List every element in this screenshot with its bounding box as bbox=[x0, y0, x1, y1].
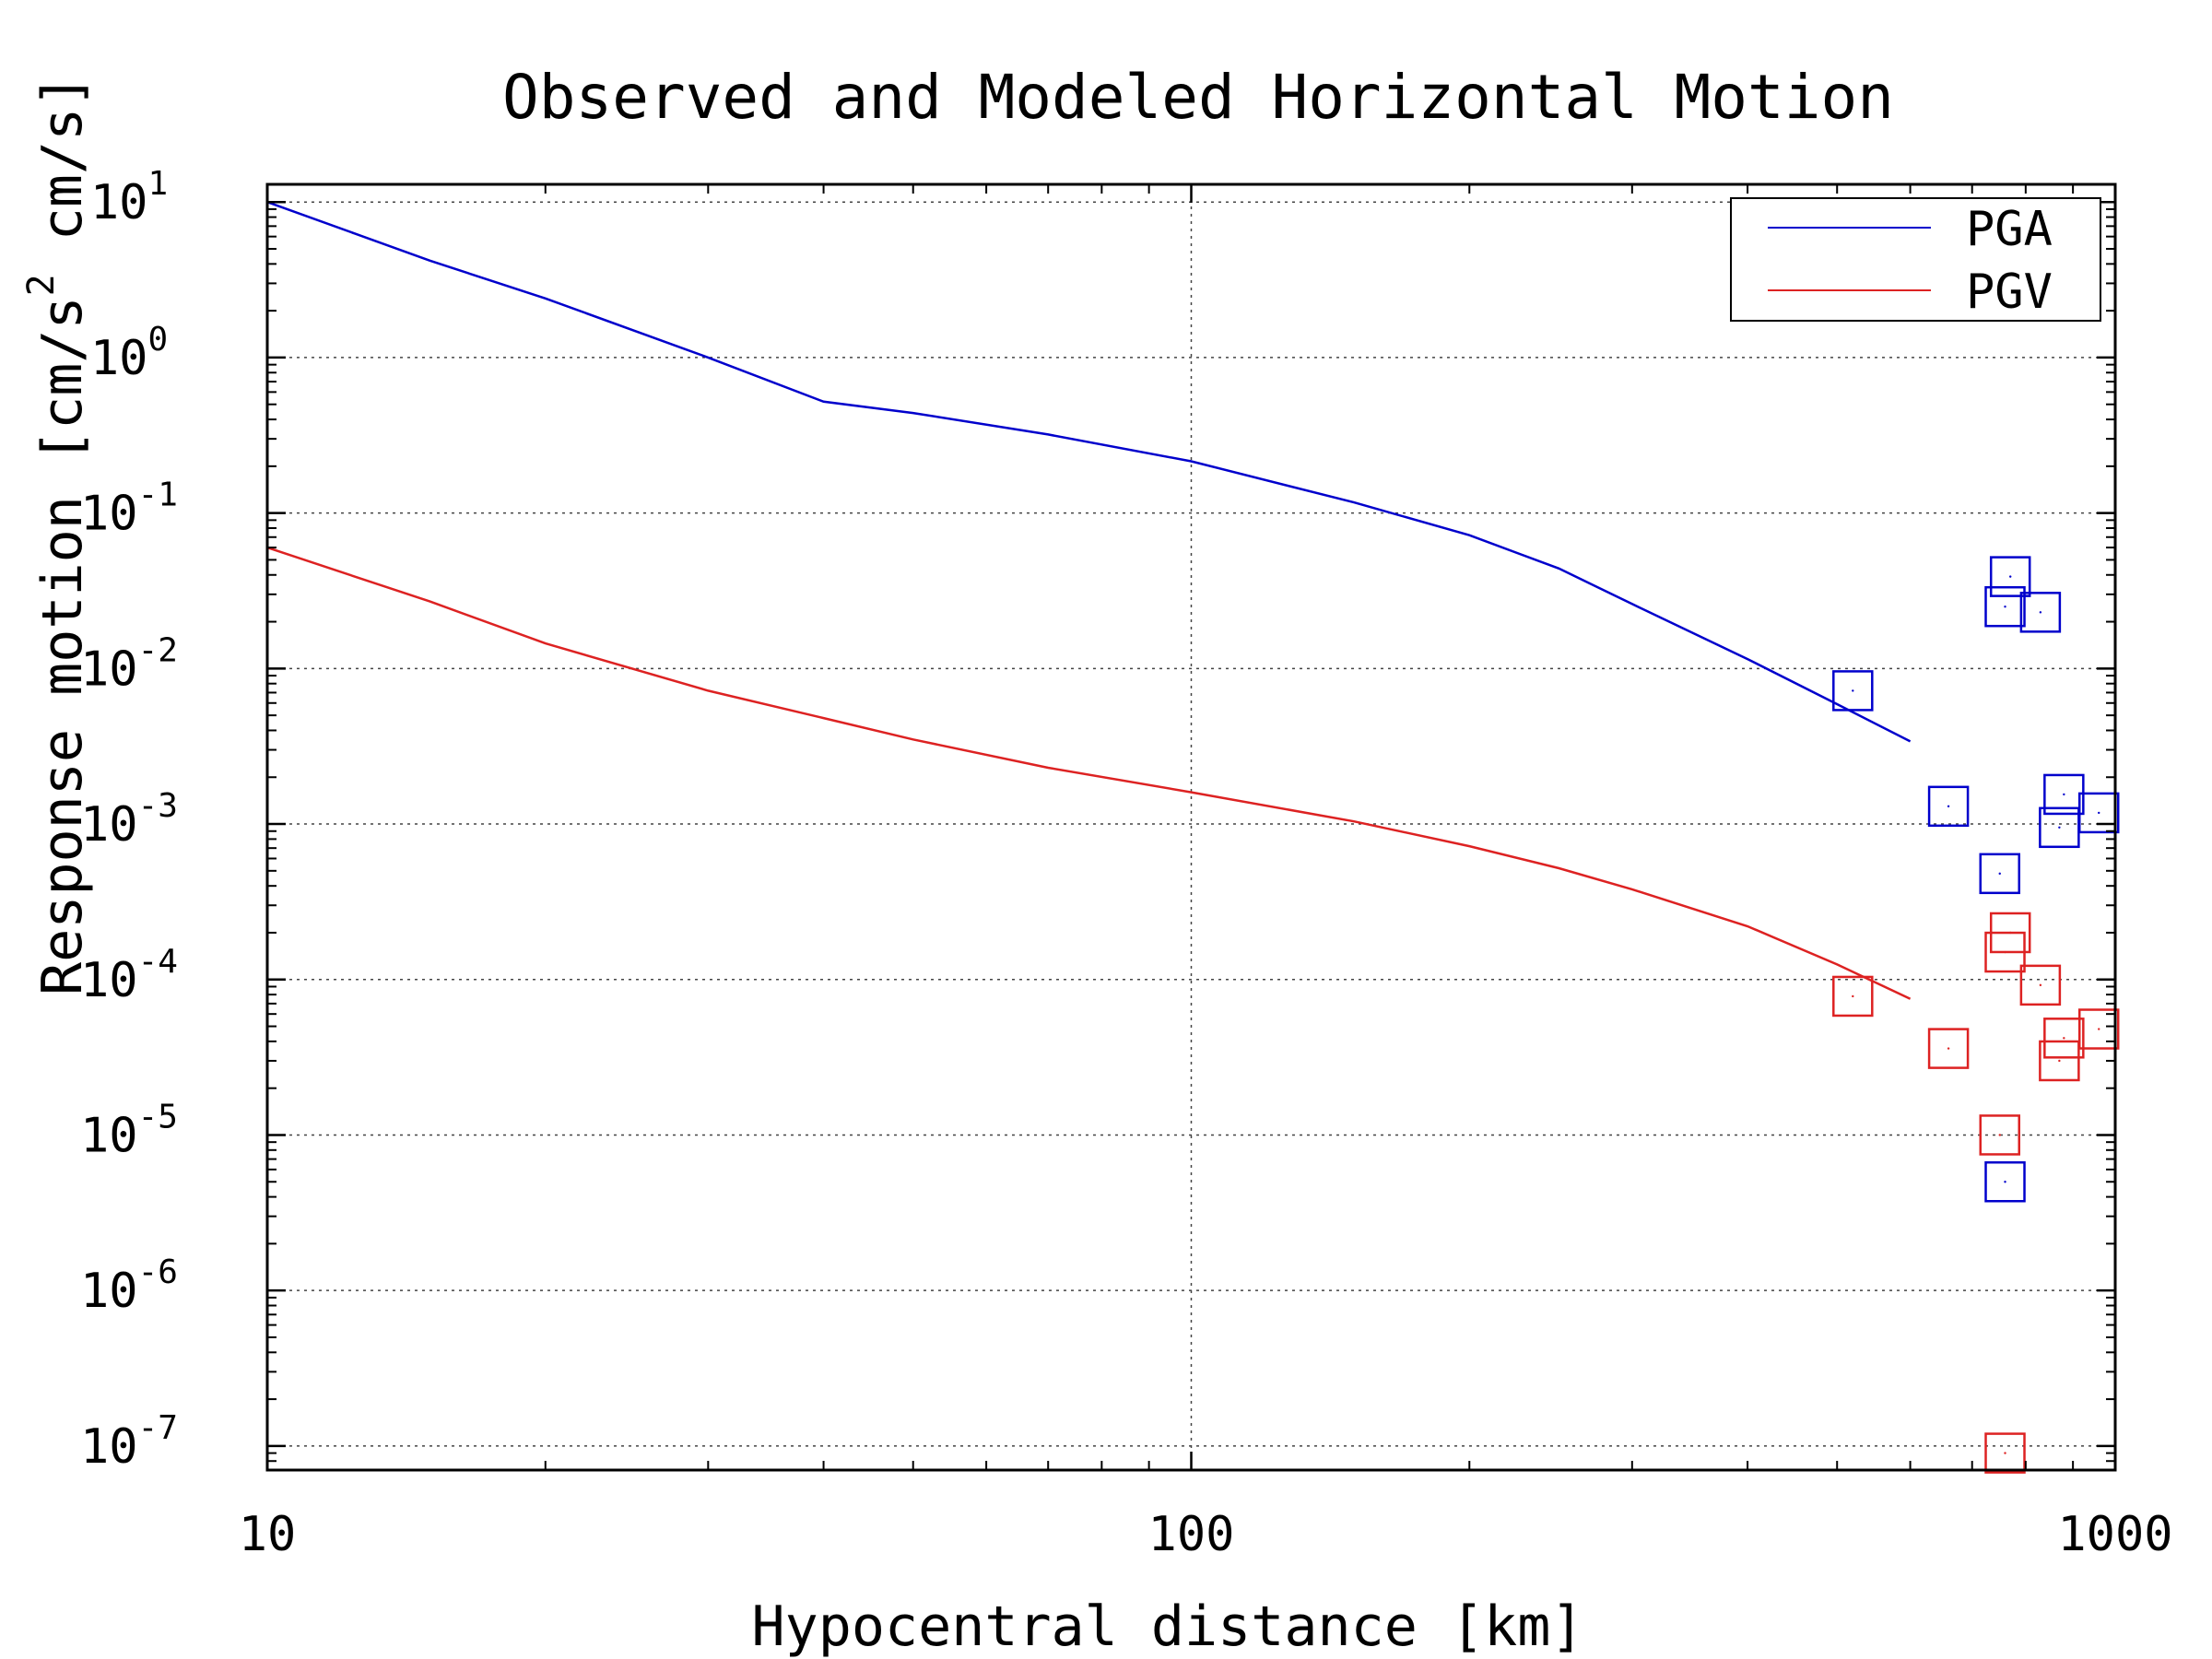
y-tick-exponent: -4 bbox=[138, 943, 178, 981]
y-tick-base: 10 bbox=[80, 487, 138, 542]
observed-points bbox=[1832, 556, 2120, 1474]
y-tick-label: 10-4 bbox=[80, 943, 178, 1008]
observed-point-center bbox=[2058, 1059, 2061, 1063]
legend-box bbox=[1730, 197, 2101, 322]
observed-point-center bbox=[2063, 1037, 2065, 1040]
y-tick-base: 10 bbox=[80, 797, 138, 853]
observed-point-center bbox=[2098, 1028, 2100, 1030]
y-tick-label: 10-2 bbox=[80, 631, 178, 697]
x-tick-labels: 10 100 1000 bbox=[239, 1507, 2173, 1562]
legend: PGA PGV bbox=[1730, 197, 2101, 322]
y-tick-exponent: -5 bbox=[138, 1098, 178, 1135]
observed-point-center bbox=[2039, 611, 2042, 614]
x-axis-label: Hypocentral distance [km] bbox=[751, 1594, 1583, 1659]
y-tick-label: 10-3 bbox=[80, 787, 178, 853]
y-tick-label: 10-1 bbox=[80, 477, 178, 542]
y-tick-base: 10 bbox=[90, 175, 148, 230]
observed-point-center bbox=[2009, 575, 2012, 578]
y-tick-label: 100 bbox=[90, 321, 168, 386]
observed-point-pga bbox=[1979, 853, 2020, 895]
observed-point-center bbox=[2063, 793, 2065, 796]
legend-label-pga: PGA bbox=[1966, 202, 2053, 257]
observed-point-pgv bbox=[1984, 1432, 2026, 1474]
series-line-pgv bbox=[266, 546, 1912, 1000]
observed-point-pga bbox=[1989, 556, 2031, 597]
observed-point-pga bbox=[1927, 785, 1970, 828]
legend-label-pgv: PGV bbox=[1966, 265, 2053, 320]
grid bbox=[267, 184, 2115, 1470]
y-axis-label-tail: cm/s] bbox=[30, 75, 95, 275]
y-axis-label-exponent: 2 bbox=[20, 274, 63, 296]
axis-ticks bbox=[265, 184, 2117, 1471]
series-lines bbox=[266, 201, 1912, 1000]
observed-point-pgv bbox=[1979, 1114, 2020, 1156]
observed-point-center bbox=[1947, 1047, 1950, 1050]
y-axis-label-main: Response motion [cm/s bbox=[30, 296, 95, 995]
y-tick-base: 10 bbox=[80, 1419, 138, 1475]
x-tick-label: 1000 bbox=[2057, 1507, 2172, 1562]
observed-point-center bbox=[2058, 826, 2061, 830]
observed-point-center bbox=[1998, 872, 2001, 876]
observed-point-center bbox=[1947, 805, 1950, 808]
series-line-pga bbox=[266, 201, 1912, 743]
y-tick-base: 10 bbox=[80, 953, 138, 1008]
observed-point-center bbox=[2004, 1181, 2006, 1183]
y-axis-label: Response motion [cm/s2 cm/s] bbox=[20, 75, 95, 995]
y-tick-exponent: -7 bbox=[138, 1409, 178, 1447]
y-tick-exponent: -3 bbox=[138, 787, 178, 825]
observed-point-pgv bbox=[2039, 1040, 2080, 1082]
observed-point-pga bbox=[2077, 792, 2120, 834]
y-tick-exponent: -1 bbox=[138, 477, 178, 514]
y-tick-label: 10-5 bbox=[80, 1098, 178, 1163]
observed-point-pgv bbox=[2019, 964, 2062, 1006]
observed-point-pgv bbox=[1832, 975, 1874, 1018]
y-tick-base: 10 bbox=[80, 1264, 138, 1319]
observed-point-pgv bbox=[1989, 912, 2031, 954]
observed-point-center bbox=[1852, 689, 1854, 692]
y-tick-label: 101 bbox=[90, 165, 168, 230]
x-tick-label: 100 bbox=[1148, 1507, 1235, 1562]
y-tick-label: 10-7 bbox=[80, 1409, 178, 1475]
observed-point-pgv bbox=[2077, 1008, 2120, 1050]
y-tick-base: 10 bbox=[90, 331, 148, 386]
chart-title: Observed and Modeled Horizontal Motion bbox=[502, 62, 1894, 133]
observed-point-pga bbox=[1984, 1160, 2026, 1203]
observed-point-pga bbox=[2019, 592, 2062, 633]
observed-point-center bbox=[2004, 1452, 2006, 1454]
y-tick-exponent: -6 bbox=[138, 1253, 178, 1291]
observed-point-pga bbox=[1832, 670, 1874, 712]
observed-point-pga bbox=[1984, 585, 2026, 628]
observed-point-center bbox=[2098, 811, 2100, 815]
y-tick-exponent: 1 bbox=[147, 165, 168, 203]
observed-point-center bbox=[1998, 1134, 2001, 1136]
y-tick-base: 10 bbox=[80, 1108, 138, 1163]
observed-point-center bbox=[1852, 994, 1854, 998]
x-tick-label: 10 bbox=[239, 1507, 297, 1562]
y-tick-exponent: -2 bbox=[138, 631, 178, 669]
observed-point-pgv bbox=[2043, 1018, 2085, 1059]
observed-point-pgv bbox=[1927, 1028, 1970, 1069]
observed-point-center bbox=[2004, 606, 2006, 608]
y-tick-label: 10-6 bbox=[80, 1253, 178, 1319]
y-tick-exponent: 0 bbox=[147, 321, 168, 359]
y-tick-base: 10 bbox=[80, 641, 138, 697]
observed-point-center bbox=[2039, 983, 2042, 987]
observed-point-center bbox=[2009, 931, 2012, 935]
